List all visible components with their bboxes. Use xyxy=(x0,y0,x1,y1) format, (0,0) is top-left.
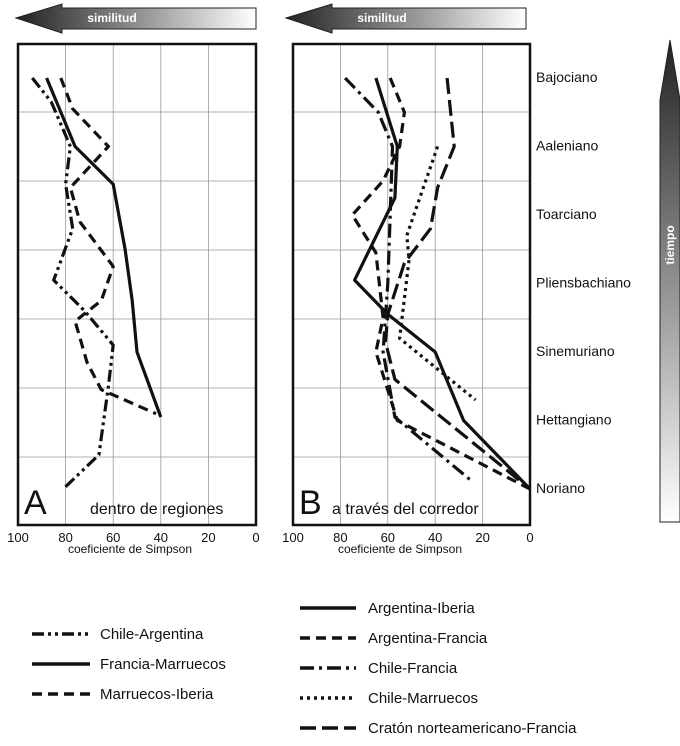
x-tick-label: 80 xyxy=(333,530,347,545)
series-line-b-chile-francia xyxy=(343,76,475,484)
similitud-arrow-b: similitud xyxy=(284,3,527,34)
series-line-a-chile-argentina xyxy=(31,77,115,491)
similitud-label-a: similitud xyxy=(87,11,136,25)
stage-label-pliensbachiano: Pliensbachiano xyxy=(536,275,631,291)
similitud-label-b: similitud xyxy=(357,11,406,25)
panel-a-ticks: 100 80 60 40 20 0 xyxy=(7,530,259,545)
panel-b-lines xyxy=(343,76,532,491)
panel-b-title: a través del corredor xyxy=(332,501,479,518)
legend-label-craton-norteamericano-francia: Cratón norteamericano-Francia xyxy=(368,720,577,737)
panel-a-letter: A xyxy=(24,484,47,522)
tiempo-label: tiempo xyxy=(663,225,677,264)
legend-label-chile-argentina: Chile-Argentina xyxy=(100,626,204,643)
x-tick-label: 40 xyxy=(428,530,442,545)
legend-label-argentina-francia: Argentina-Francia xyxy=(368,630,488,647)
x-tick-label: 20 xyxy=(475,530,489,545)
panel-b-ticks: 100 80 60 40 20 0 xyxy=(282,530,533,545)
series-line-a-francia-marruecos xyxy=(45,77,163,418)
tiempo-arrow: tiempo xyxy=(659,39,680,523)
legend-label-chile-marruecos: Chile-Marruecos xyxy=(368,690,478,707)
x-tick-label: 20 xyxy=(201,530,215,545)
stage-label-aaleniano: Aaleniano xyxy=(536,138,598,154)
x-tick-label: 0 xyxy=(252,530,259,545)
x-tick-label: 0 xyxy=(526,530,533,545)
panel-a-frame xyxy=(16,42,258,527)
stage-label-bajociano: Bajociano xyxy=(536,69,598,85)
legend-label-francia-marruecos: Francia-Marruecos xyxy=(100,656,226,673)
panel-a-xlabel: coeficiente de Simpson xyxy=(68,542,192,556)
panel-a-title: dentro de regiones xyxy=(90,501,223,518)
series-line-b-argentina-francia xyxy=(350,77,531,491)
legend-label-chile-francia: Chile-Francia xyxy=(368,660,458,677)
series-line-b-craton-norteamericano-francia xyxy=(383,77,532,491)
x-tick-label: 100 xyxy=(7,530,29,545)
panel-b-frame xyxy=(291,42,532,527)
panel-a-grid xyxy=(18,44,256,525)
series-line-a-marruecos-iberia xyxy=(59,77,157,416)
legend-label-marruecos-iberia: Marruecos-Iberia xyxy=(100,686,214,703)
x-tick-label: 100 xyxy=(282,530,304,545)
x-tick-label: 60 xyxy=(106,530,120,545)
x-tick-label: 60 xyxy=(381,530,395,545)
stage-label-toarciano: Toarciano xyxy=(536,206,597,222)
legend-label-argentina-iberia: Argentina-Iberia xyxy=(368,600,475,617)
panel-a: A dentro de regiones 100 80 60 40 20 0 coefic… xyxy=(7,42,260,556)
panel-b-letter: B xyxy=(299,484,322,522)
stage-label-sinemuriano: Sinemuriano xyxy=(536,343,615,359)
stage-labels: Bajociano Aaleniano Toarciano Pliensbachian… xyxy=(536,69,631,496)
stage-label-noriano: Noriano xyxy=(536,480,585,496)
similitud-arrow-a: similitud xyxy=(14,3,257,34)
x-tick-label: 80 xyxy=(58,530,72,545)
legend-right: Argentina-Iberia Argentina-Francia Chile-F… xyxy=(300,600,577,737)
panel-b: B a través del corredor 100 80 60 40 20 0 coe… xyxy=(282,42,534,556)
panel-a-lines xyxy=(31,77,163,491)
stage-label-hettangiano: Hettangiano xyxy=(536,412,612,428)
x-tick-label: 40 xyxy=(154,530,168,545)
series-line-b-chile-marruecos xyxy=(398,145,477,402)
legend-left: Chile-Argentina Francia-Marruecos Marrueco… xyxy=(32,626,226,703)
panel-b-xlabel: coeficiente de Simpson xyxy=(338,542,462,556)
